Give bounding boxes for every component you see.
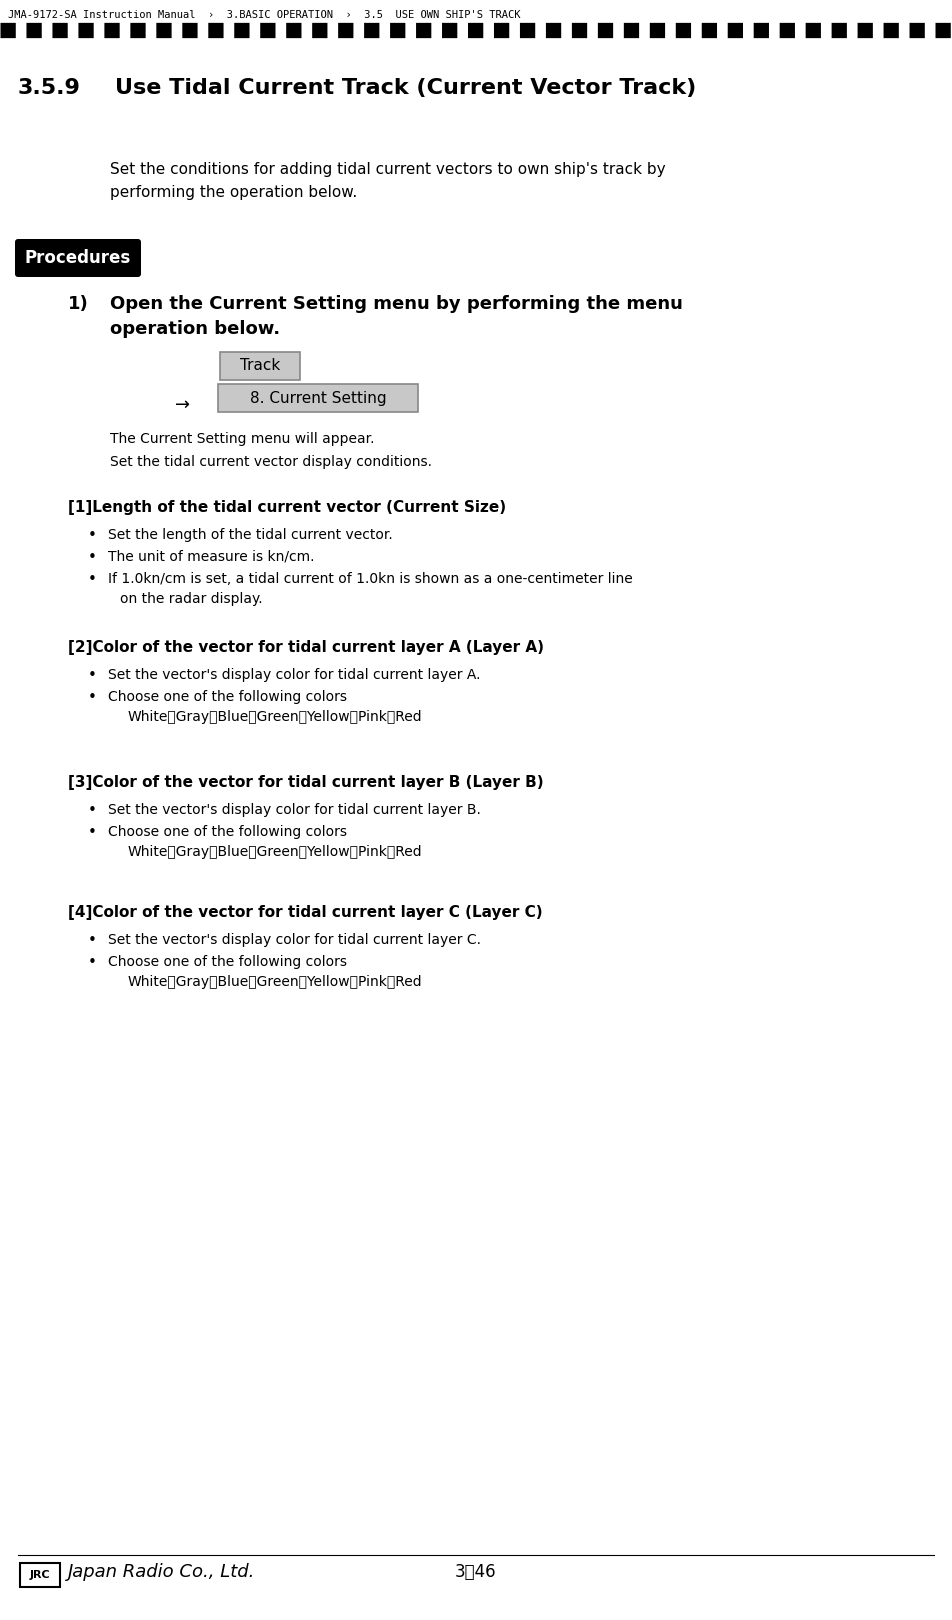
Text: Set the length of the tidal current vector.: Set the length of the tidal current vect… xyxy=(108,528,393,543)
Text: Japan Radio Co., Ltd.: Japan Radio Co., Ltd. xyxy=(68,1563,255,1581)
Text: •: • xyxy=(88,572,97,586)
FancyBboxPatch shape xyxy=(20,1563,60,1588)
Text: White、Gray、Blue、Green、Yellow、Pink、Red: White、Gray、Blue、Green、Yellow、Pink、Red xyxy=(128,710,423,724)
Text: Set the vector's display color for tidal current layer A.: Set the vector's display color for tidal… xyxy=(108,667,481,682)
Text: operation below.: operation below. xyxy=(110,321,280,339)
Text: on the radar display.: on the radar display. xyxy=(120,591,263,606)
FancyBboxPatch shape xyxy=(220,352,300,381)
Text: The Current Setting menu will appear.: The Current Setting menu will appear. xyxy=(110,433,374,446)
Text: Set the vector's display color for tidal current layer B.: Set the vector's display color for tidal… xyxy=(108,804,481,816)
Text: •: • xyxy=(88,825,97,841)
Text: •: • xyxy=(88,956,97,970)
Text: JRC: JRC xyxy=(30,1570,50,1580)
Text: If 1.0kn/cm is set, a tidal current of 1.0kn is shown as a one-centimeter line: If 1.0kn/cm is set, a tidal current of 1… xyxy=(108,572,633,586)
Text: [4]Color of the vector for tidal current layer C (Layer C): [4]Color of the vector for tidal current… xyxy=(68,906,543,920)
Text: Choose one of the following colors: Choose one of the following colors xyxy=(108,690,347,705)
Text: Set the conditions for adding tidal current vectors to own ship's track by: Set the conditions for adding tidal curr… xyxy=(110,162,665,177)
FancyBboxPatch shape xyxy=(218,384,418,411)
Text: •: • xyxy=(88,804,97,818)
Text: JMA-9172-SA Instruction Manual  ›  3.BASIC OPERATION  ›  3.5  USE OWN SHIP'S TRA: JMA-9172-SA Instruction Manual › 3.BASIC… xyxy=(8,10,521,19)
Text: 1): 1) xyxy=(68,295,89,313)
Text: Use Tidal Current Track (Current Vector Track): Use Tidal Current Track (Current Vector … xyxy=(115,78,696,97)
Text: White、Gray、Blue、Green、Yellow、Pink、Red: White、Gray、Blue、Green、Yellow、Pink、Red xyxy=(128,975,423,988)
Text: performing the operation below.: performing the operation below. xyxy=(110,185,357,199)
Text: 8. Current Setting: 8. Current Setting xyxy=(249,390,387,405)
Text: Choose one of the following colors: Choose one of the following colors xyxy=(108,956,347,969)
Text: Set the vector's display color for tidal current layer C.: Set the vector's display color for tidal… xyxy=(108,933,481,948)
Text: →: → xyxy=(175,395,190,415)
Text: [2]Color of the vector for tidal current layer A (Layer A): [2]Color of the vector for tidal current… xyxy=(68,640,544,654)
Text: Procedures: Procedures xyxy=(25,249,131,267)
Text: •: • xyxy=(88,667,97,684)
Text: 3－46: 3－46 xyxy=(455,1563,497,1581)
Text: •: • xyxy=(88,551,97,565)
Text: The unit of measure is kn/cm.: The unit of measure is kn/cm. xyxy=(108,551,314,564)
Text: [3]Color of the vector for tidal current layer B (Layer B): [3]Color of the vector for tidal current… xyxy=(68,774,544,791)
Text: •: • xyxy=(88,528,97,543)
Text: 3.5.9: 3.5.9 xyxy=(18,78,81,97)
Text: •: • xyxy=(88,690,97,705)
FancyBboxPatch shape xyxy=(15,240,141,277)
Text: [1]Length of the tidal current vector (Current Size): [1]Length of the tidal current vector (C… xyxy=(68,501,506,515)
Text: Choose one of the following colors: Choose one of the following colors xyxy=(108,825,347,839)
Text: White、Gray、Blue、Green、Yellow、Pink、Red: White、Gray、Blue、Green、Yellow、Pink、Red xyxy=(128,846,423,859)
Text: •: • xyxy=(88,933,97,948)
Text: Open the Current Setting menu by performing the menu: Open the Current Setting menu by perform… xyxy=(110,295,683,313)
Text: Set the tidal current vector display conditions.: Set the tidal current vector display con… xyxy=(110,455,432,470)
Text: Track: Track xyxy=(240,358,280,374)
